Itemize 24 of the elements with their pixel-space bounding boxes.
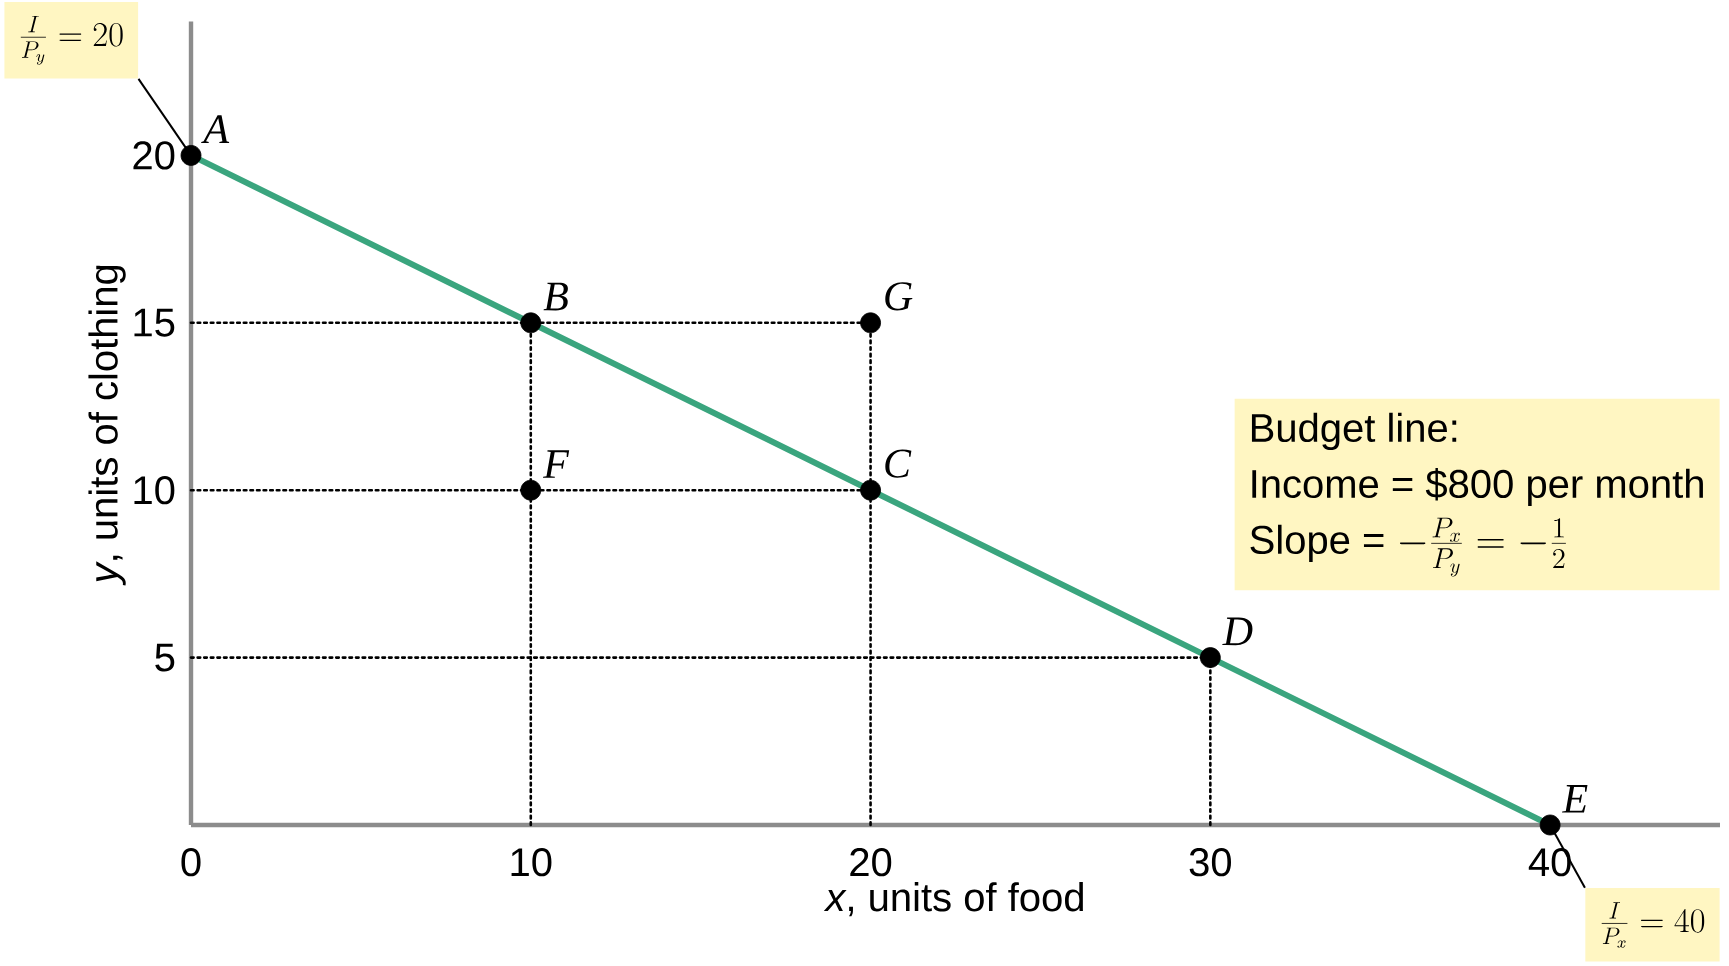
annotation: C xyxy=(885,449,912,478)
y-tick-label: 5 xyxy=(155,643,175,672)
y-tick-label: 10 xyxy=(134,476,175,505)
annotation: E xyxy=(1562,785,1588,813)
y-tick-label: 20 xyxy=(133,141,175,170)
annotation: B xyxy=(543,282,568,311)
annotation: A xyxy=(201,115,230,143)
text: $\frac{I}{P_y}=20$ xyxy=(20,15,123,65)
y-axis-title: y, units of clothing xyxy=(88,265,126,586)
x-tick-label: 40 xyxy=(1528,848,1571,877)
annotation: $-\frac{P_x}{P_y}=-\frac{1}{2}$ xyxy=(1399,517,1566,577)
x-tick-label: 0 xyxy=(181,848,201,877)
annotation: Income = $800 per month xyxy=(1252,468,1703,507)
x-axis-title: x, units of food xyxy=(823,882,1083,917)
annotation: Budget line: xyxy=(1251,412,1457,451)
x-tick-label: 10 xyxy=(511,848,552,877)
x-tick-label: 30 xyxy=(1189,848,1231,877)
x-tick-label: 20 xyxy=(850,848,892,877)
text: $\frac{I}{P_x}=40$ xyxy=(1601,902,1705,948)
annotation: D xyxy=(1222,617,1253,646)
annotation: F xyxy=(542,450,570,478)
annotation: G xyxy=(885,282,913,311)
y-tick-label: 15 xyxy=(134,308,175,337)
annotation: Slope = xyxy=(1250,524,1384,563)
